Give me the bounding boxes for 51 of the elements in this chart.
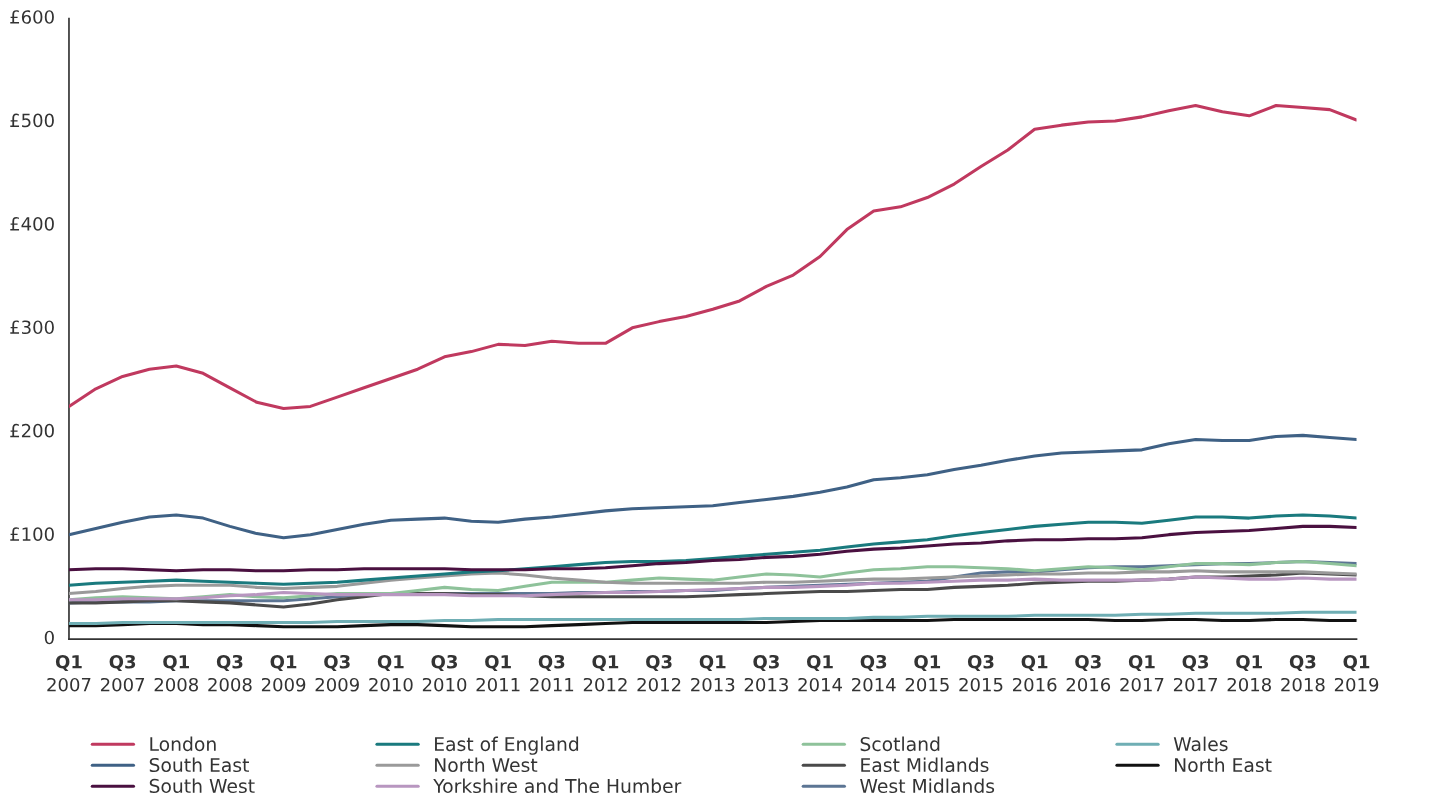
x-tick-label: Q1 2007 [47,654,91,692]
y-tick-label: £300 [10,320,54,335]
x-tick-label: Q1 2017 [1120,654,1164,692]
line-series [68,103,1357,411]
legend-label: South East [149,757,249,773]
y-tick-label: £100 [10,527,54,541]
legend-label: Wales [1173,736,1228,752]
x-tick-label: Q3 2014 [852,654,896,692]
x-tick-label: Q1 2019 [1334,654,1379,692]
x-tick-label: Q1 2010 [369,654,413,692]
x-tick-label: Q1 2009 [261,654,306,692]
x-tick-label: Q1 2015 [905,654,949,692]
x-tick-label: Q3 2018 [1281,654,1325,692]
x-tick-label: Q1 2016 [1012,654,1057,692]
x-tick-label: Q1 2018 [1227,654,1271,692]
legend-label: West Midlands [860,778,995,794]
x-tick-label: Q3 2009 [315,654,359,692]
line-series [68,513,1357,587]
x-tick-label: Q3 2010 [422,654,467,692]
legend-label: South West [149,778,255,794]
x-tick-label: Q1 2012 [583,654,627,692]
legend-label: East Midlands [861,757,989,773]
legend-label: North West [435,757,538,773]
x-tick-label: Q3 2015 [959,654,1003,692]
legend-label: North East [1175,757,1272,773]
line-series [68,524,1357,573]
line-series [68,569,1357,596]
line-series [68,610,1357,626]
legend-label: London [150,736,216,752]
line-series [68,575,1357,602]
x-tick-label: Q3 2008 [208,654,252,692]
x-tick-label: Q3 2007 [100,654,145,692]
y-tick-label: £500 [10,113,54,128]
x-tick-label: Q3 2017 [1173,654,1218,692]
y-tick-label: £200 [10,423,54,438]
y-tick-label: £400 [10,217,54,231]
legend-label: East of England [435,736,579,755]
legend-label: Yorkshire and The Humber [433,778,682,794]
line-series [68,617,1357,629]
x-tick-label: Q1 2008 [154,654,199,692]
x-tick-label: Q3 2013 [744,654,788,692]
y-tick-label: £600 [10,10,54,24]
legend-label: Scotland [860,736,940,752]
y-tick-label: 0 [44,630,54,645]
x-tick-label: Q3 2016 [1066,654,1111,692]
x-tick-label: Q3 2011 [530,654,574,692]
x-tick-label: Q3 2012 [637,654,681,692]
x-tick-label: Q1 2014 [798,654,843,692]
line-series [68,433,1357,540]
x-tick-label: Q1 2011 [476,654,520,692]
x-tick-label: Q1 2013 [691,654,735,692]
